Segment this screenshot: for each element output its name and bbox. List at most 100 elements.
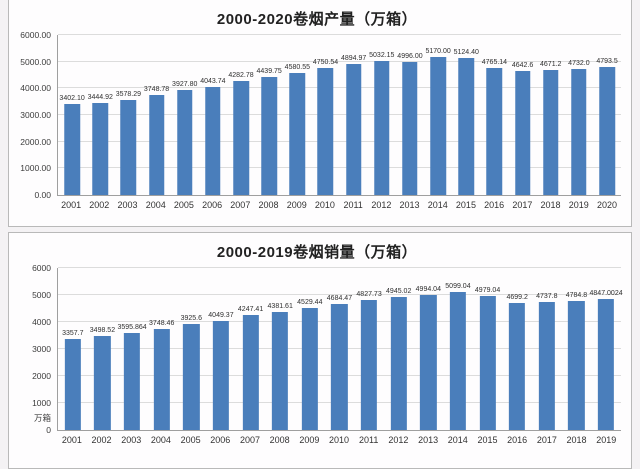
bar-value-label: 5170.00: [425, 48, 451, 56]
y-tick-label: 4000: [32, 317, 51, 327]
bar-value-label: 3402.10: [59, 95, 85, 103]
sales-bars: 3357.7 3498.52 3595.864 3748.46 3925.6 4049.3…: [58, 268, 623, 430]
bar: [331, 303, 348, 430]
gridline: [58, 34, 621, 35]
x-axis-label: 2011: [343, 200, 363, 210]
x-axis-label: 2014: [447, 435, 468, 445]
bar: [538, 302, 555, 430]
bar-column: 4737.8: [532, 268, 562, 430]
x-axis-label: 2009: [299, 435, 320, 445]
bar-value-label: 4784.8: [565, 291, 588, 299]
bar-value-label: 3595.864: [117, 323, 147, 331]
x-axis-label: 2017: [536, 435, 557, 445]
x-axis-label: 2012: [371, 200, 392, 210]
bar: [374, 60, 390, 195]
bar-value-label: 4247.41: [237, 306, 264, 314]
y-tick-label: 3000.00: [20, 110, 51, 120]
bar: [360, 299, 378, 430]
bar-value-label: 4684.47: [326, 294, 353, 302]
bar-value-label: 4765.14: [481, 58, 508, 66]
x-axis-label: 2019: [568, 200, 589, 210]
bar: [458, 58, 475, 195]
sales-plot-area: 3357.7 3498.52 3595.864 3748.46 3925.6 4049.3…: [57, 267, 623, 431]
bar-column: 4979.04: [473, 268, 503, 430]
production-y-axis: 6000.00 5000.00 4000.00 3000.00 2000.00 1000.…: [13, 30, 57, 200]
bar-value-label: 4847.0024: [589, 290, 623, 298]
gridline: [58, 140, 621, 142]
bar-value-label: 4439.75: [256, 67, 282, 75]
x-axis-label: 2003: [121, 435, 142, 445]
y-tick-label: 0.00: [34, 190, 51, 200]
bar-column: 4732.0: [565, 35, 593, 195]
bar-value-label: 5032.15: [369, 51, 395, 59]
bar: [64, 104, 80, 195]
sales-chart-title: 2000-2019卷烟销量（万箱）: [216, 244, 418, 261]
bar-column: 4750.54: [311, 35, 339, 195]
bar-value-label: 4732.0: [568, 59, 590, 67]
x-axis-label: 2010: [314, 200, 335, 210]
bar-column: 3578.29: [114, 35, 142, 195]
gridline: [58, 167, 621, 169]
bar-column: 4827.73: [354, 268, 384, 430]
bar: [317, 68, 334, 195]
bar: [120, 99, 137, 195]
bar-value-label: 4699.2: [506, 294, 528, 302]
bar-column: 4671.2: [537, 35, 565, 195]
sales-y-axis: 6000 5000 4000 3000 2000 1000 万箱 0: [13, 263, 57, 435]
x-axis-label: 2001: [61, 435, 82, 445]
bar-column: 5124.40: [452, 35, 480, 195]
bar: [597, 299, 615, 430]
bar-value-label: 4282.78: [228, 71, 254, 79]
bar: [345, 64, 362, 195]
x-axis-label: 2020: [596, 200, 617, 210]
bar: [94, 335, 111, 430]
bar-column: 4580.55: [283, 35, 311, 195]
bar-value-label: 4979.04: [474, 286, 501, 294]
bar-value-label: 4827.73: [356, 290, 382, 298]
x-axis-label: 2015: [477, 435, 498, 445]
bar: [92, 103, 108, 195]
bar: [390, 296, 407, 430]
bar-value-label: 4642.6: [511, 62, 534, 70]
bar-value-label: 3927.80: [172, 81, 198, 89]
gridline: [58, 267, 621, 268]
bar: [205, 87, 221, 195]
bar-value-label: 3925.6: [180, 315, 203, 323]
bar-column: 4282.78: [227, 35, 255, 195]
bar-column: 5099.04: [443, 268, 473, 430]
y-tick-label: 1000: [32, 398, 51, 408]
bar: [486, 67, 503, 195]
bar: [272, 311, 289, 430]
y-tick-label: 0: [46, 425, 51, 435]
bar-column: 4996.00: [396, 35, 424, 195]
bar: [402, 61, 418, 195]
x-axis-label: 2008: [258, 200, 279, 210]
bar-value-label: 3498.52: [89, 326, 116, 334]
production-plot-area: 3402.10 3444.92 3578.29 3748.78 3927.80 4043.…: [57, 34, 621, 196]
bar-value-label: 4529.44: [297, 298, 323, 306]
bar-value-label: 3357.7: [62, 330, 84, 338]
bar-value-label: 5124.40: [453, 49, 479, 57]
bar-column: 3925.6: [177, 268, 207, 430]
bar-value-label: 3748.78: [143, 86, 170, 94]
bar: [599, 67, 615, 195]
bar-value-label: 4750.54: [312, 59, 339, 67]
bar: [514, 71, 531, 195]
bar: [449, 292, 467, 430]
y-tick-label: 4000.00: [20, 83, 51, 94]
x-axis-label: 2013: [399, 200, 420, 210]
bar-column: 3595.864: [117, 268, 147, 430]
y-tick-label: 6000.00: [20, 30, 51, 40]
bar-column: 4381.61: [265, 268, 295, 430]
gridline: [58, 60, 621, 62]
x-axis-label: 2016: [484, 200, 505, 210]
bar-column: 4945.02: [384, 268, 414, 430]
sales-chart-body: 6000 5000 4000 3000 2000 1000 万箱 0 3357.7 3498.5…: [13, 263, 623, 449]
bar: [176, 90, 193, 195]
y-tick-label: 5000: [32, 290, 51, 300]
x-axis-label: 2001: [61, 200, 82, 210]
y-tick-label: 1000.00: [20, 163, 51, 174]
x-axis-label: 2018: [540, 200, 561, 210]
bar: [479, 295, 496, 430]
x-axis-label: 2005: [180, 435, 201, 445]
